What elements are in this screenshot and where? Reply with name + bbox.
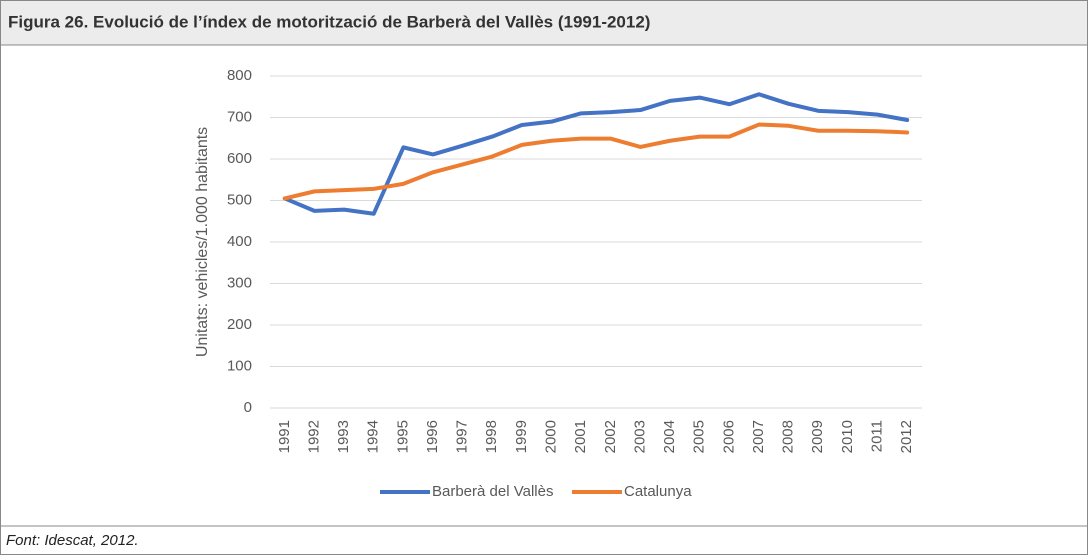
x-tick-label: 2010 — [839, 420, 856, 453]
x-tick-label: 2002 — [602, 420, 619, 453]
x-tick-label: 2004 — [661, 420, 678, 453]
y-tick-label: 500 — [227, 191, 252, 208]
source: Font: Idescat, 2012. — [6, 532, 139, 549]
x-tick-label: 1997 — [454, 420, 471, 453]
series-line — [282, 92, 910, 216]
y-tick-label: 800 — [227, 67, 252, 84]
y-tick-label: 100 — [227, 357, 252, 374]
x-tick-label: 1998 — [483, 420, 500, 453]
x-tick-label: 2001 — [572, 420, 589, 453]
x-tick-label: 2012 — [898, 420, 915, 453]
series-line — [282, 122, 910, 201]
x-tick-label: 2008 — [780, 420, 797, 453]
x-tick-label: 2000 — [543, 420, 560, 453]
x-tick-label: 1996 — [424, 420, 441, 453]
header — [1, 1, 1087, 45]
x-tick-label: 1993 — [335, 420, 352, 453]
x-tick-label: 1992 — [305, 420, 322, 453]
y-tick-label: 200 — [227, 316, 252, 333]
chart-title: Figura 26. Evolució de l’índex de motori… — [8, 12, 650, 31]
y-tick-label: 400 — [227, 233, 252, 250]
x-tick-label: 2011 — [869, 420, 886, 452]
x-tick-label: 1994 — [365, 420, 382, 453]
y-tick-label: 600 — [227, 150, 252, 167]
x-tick-label: 1991 — [276, 420, 293, 453]
x-tick-label: 2003 — [631, 420, 648, 453]
x-tick-label: 1995 — [394, 420, 411, 453]
x-tick-label: 2006 — [720, 420, 737, 453]
x-tick-label: 2009 — [809, 420, 826, 453]
y-tick-label: 300 — [227, 274, 252, 291]
y-axis-label: Unitats: vehicles/1.000 habitants — [194, 127, 211, 357]
x-tick-label: 2007 — [750, 420, 767, 453]
y-tick-label: 700 — [227, 108, 252, 125]
y-tick-label: 0 — [244, 399, 252, 416]
legend-label: Barberà del Vallès — [432, 483, 553, 500]
x-tick-label: 1999 — [513, 420, 530, 453]
x-tick-label: 2005 — [691, 420, 708, 453]
legend-label: Catalunya — [624, 483, 692, 500]
